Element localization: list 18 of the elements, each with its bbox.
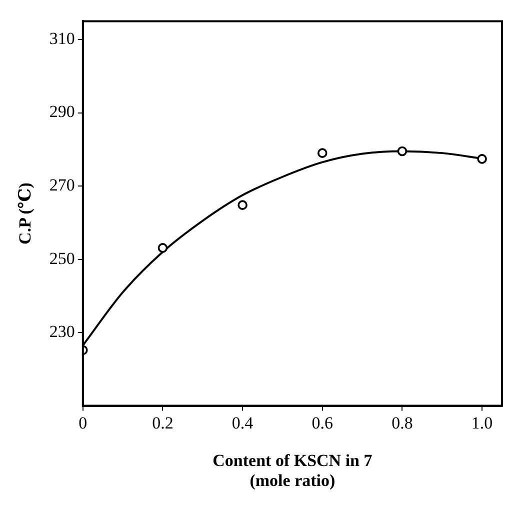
y-tick-label: 310 [49, 28, 75, 48]
x-axis-title: Content of KSCN in 7 (mole ratio) [212, 450, 373, 490]
point [397, 146, 408, 156]
point [477, 154, 487, 164]
y-tick-label: 230 [49, 322, 75, 342]
y-tick-label: 250 [49, 248, 75, 268]
point [238, 200, 248, 210]
point [317, 148, 328, 158]
x-tick-label: 1.0 [471, 413, 493, 432]
x-tick-label: 0.2 [152, 413, 174, 432]
y-axis-title: C.P (℃) [16, 182, 35, 244]
point [158, 243, 168, 253]
x-tick-label: 0.8 [392, 413, 413, 432]
y-tick-label: 270 [49, 175, 75, 194]
x-tick-label: 0.4 [232, 413, 254, 432]
y-tick-label: 290 [49, 102, 75, 122]
x-tick-label: 0.6 [312, 413, 334, 432]
x-tick-label: 0 [78, 413, 88, 432]
